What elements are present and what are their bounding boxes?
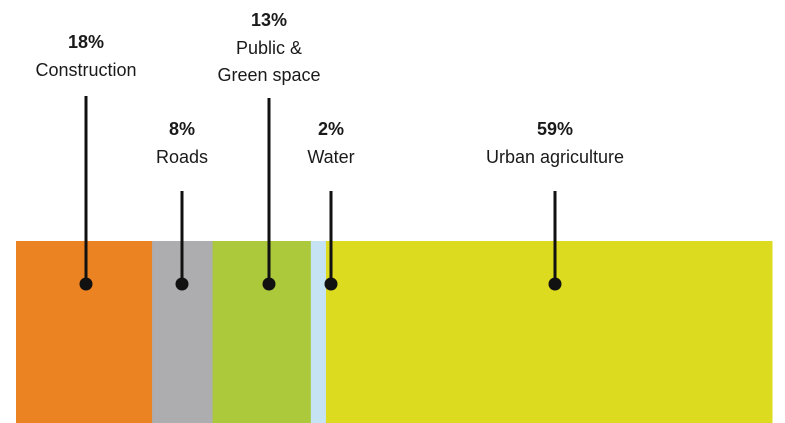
bar-segment-public-green-space (212, 241, 312, 423)
value-label-public-green-space: 13% (251, 10, 287, 30)
bar-segments (16, 241, 773, 423)
category-label-construction: Construction (35, 60, 136, 80)
bar-segment-urban-agriculture (325, 241, 773, 423)
category-label-roads: Roads (156, 147, 208, 167)
category-label-water: Water (307, 147, 354, 167)
leader-dot-roads (175, 277, 189, 291)
category-label-urban-agriculture: Urban agriculture (486, 147, 624, 167)
leader-dot-urban-agriculture (548, 277, 562, 291)
bar-segment-construction (16, 241, 153, 423)
leader-lines (79, 96, 562, 291)
leader-dot-public-green-space (262, 277, 276, 291)
segment-labels: 18% Construction 8% Roads 13% Public & Green s… (35, 10, 624, 167)
leader-dot-water (324, 277, 338, 291)
value-label-water: 2% (318, 119, 344, 139)
category-label-public-green-space-line-2: Green space (217, 65, 320, 85)
value-label-construction: 18% (68, 32, 104, 52)
leader-dot-construction (79, 277, 93, 291)
category-label-public-green-space-line-1: Public & (236, 38, 302, 58)
value-label-roads: 8% (169, 119, 195, 139)
value-label-urban-agriculture: 59% (537, 119, 573, 139)
bar-segment-water (310, 241, 327, 423)
